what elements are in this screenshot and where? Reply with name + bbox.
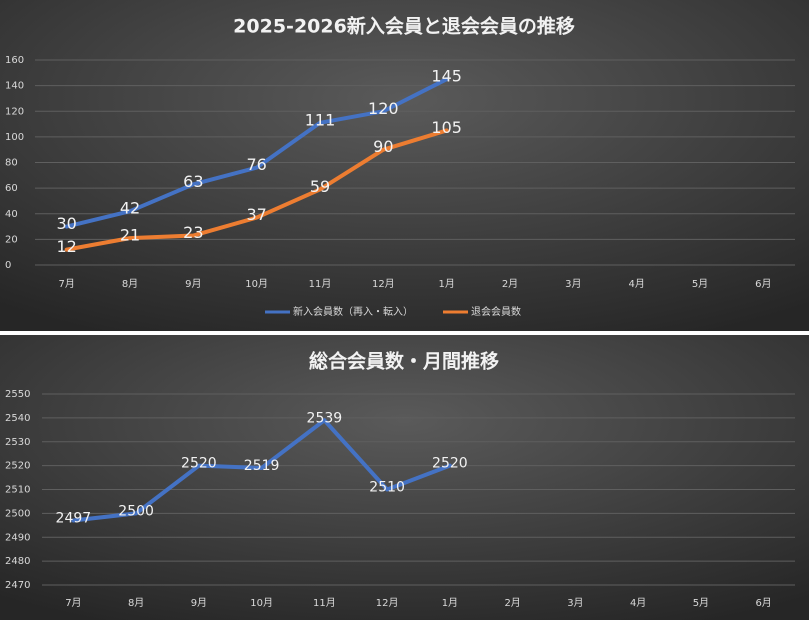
chart-title: 総合会員数・月間推移 — [309, 350, 499, 373]
y-tick-label: 0 — [5, 260, 11, 271]
y-tick-label: 40 — [5, 209, 18, 220]
line — [64, 77, 449, 229]
data-label: 2520 — [432, 456, 468, 472]
x-tick-label: 12月 — [376, 597, 399, 609]
x-tick-label: 8月 — [122, 278, 138, 290]
x-tick-label: 9月 — [191, 597, 207, 609]
x-tick-label: 7月 — [65, 597, 81, 609]
chart-background — [0, 0, 809, 331]
x-tick-label: 2月 — [504, 597, 520, 609]
data-label: 30 — [56, 214, 76, 233]
y-tick-label: 2550 — [5, 389, 30, 400]
x-tick-label: 2月 — [502, 278, 518, 290]
data-label: 63 — [183, 172, 203, 191]
chart-background — [0, 335, 809, 620]
y-tick-label: 2500 — [5, 508, 30, 519]
x-tick-label: 10月 — [245, 278, 268, 290]
y-tick-label: 80 — [5, 158, 18, 169]
data-label: 111 — [305, 110, 336, 129]
y-tick-label: 2520 — [5, 461, 30, 472]
line — [71, 418, 452, 523]
data-label: 2519 — [244, 458, 280, 474]
data-label: 12 — [56, 237, 76, 256]
x-tick-label: 10月 — [250, 597, 273, 609]
x-tick-label: 6月 — [755, 597, 771, 609]
x-tick-label: 9月 — [185, 278, 201, 290]
x-tick-label: 4月 — [630, 597, 646, 609]
data-label: 105 — [431, 118, 462, 137]
data-label: 76 — [246, 155, 266, 174]
x-tick-label: 11月 — [309, 278, 332, 290]
data-label: 37 — [246, 205, 266, 224]
data-label: 90 — [373, 137, 393, 156]
y-tick-label: 160 — [5, 55, 24, 66]
data-label: 2520 — [181, 456, 217, 472]
x-tick-label: 5月 — [692, 278, 708, 290]
data-label: 21 — [120, 226, 140, 245]
x-tick-label: 8月 — [128, 597, 144, 609]
y-tick-label: 2490 — [5, 532, 30, 543]
y-tick-label: 100 — [5, 132, 24, 143]
y-tick-label: 140 — [5, 81, 24, 92]
x-tick-label: 3月 — [567, 597, 583, 609]
x-tick-label: 7月 — [58, 278, 74, 290]
legend-label: 退会会員数 — [471, 305, 521, 318]
data-label: 59 — [310, 177, 330, 196]
data-label: 2510 — [369, 480, 405, 496]
data-label: 2500 — [118, 503, 154, 519]
chart-title: 2025-2026新入会員と退会会員の推移 — [233, 15, 575, 38]
y-tick-label: 2510 — [5, 485, 30, 496]
data-label: 23 — [183, 223, 203, 242]
y-tick-label: 20 — [5, 234, 18, 245]
y-tick-label: 60 — [5, 183, 18, 194]
y-tick-label: 120 — [5, 106, 24, 117]
x-tick-label: 6月 — [755, 278, 771, 290]
data-label: 42 — [120, 199, 140, 218]
line — [64, 128, 449, 252]
y-tick-label: 2470 — [5, 580, 30, 591]
x-tick-label: 5月 — [693, 597, 709, 609]
data-label: 145 — [431, 67, 462, 86]
x-tick-label: 4月 — [628, 278, 644, 290]
data-label: 120 — [368, 99, 399, 118]
x-tick-label: 3月 — [565, 278, 581, 290]
data-label: 2497 — [56, 511, 92, 527]
x-tick-label: 11月 — [313, 597, 336, 609]
data-label: 2539 — [307, 410, 343, 426]
y-tick-label: 2480 — [5, 556, 30, 567]
x-tick-label: 1月 — [442, 597, 458, 609]
y-tick-label: 2540 — [5, 413, 30, 424]
y-tick-label: 2530 — [5, 437, 30, 448]
legend-label: 新入会員数（再入・転入） — [293, 305, 413, 318]
x-tick-label: 12月 — [372, 278, 395, 290]
x-tick-label: 1月 — [438, 278, 454, 290]
